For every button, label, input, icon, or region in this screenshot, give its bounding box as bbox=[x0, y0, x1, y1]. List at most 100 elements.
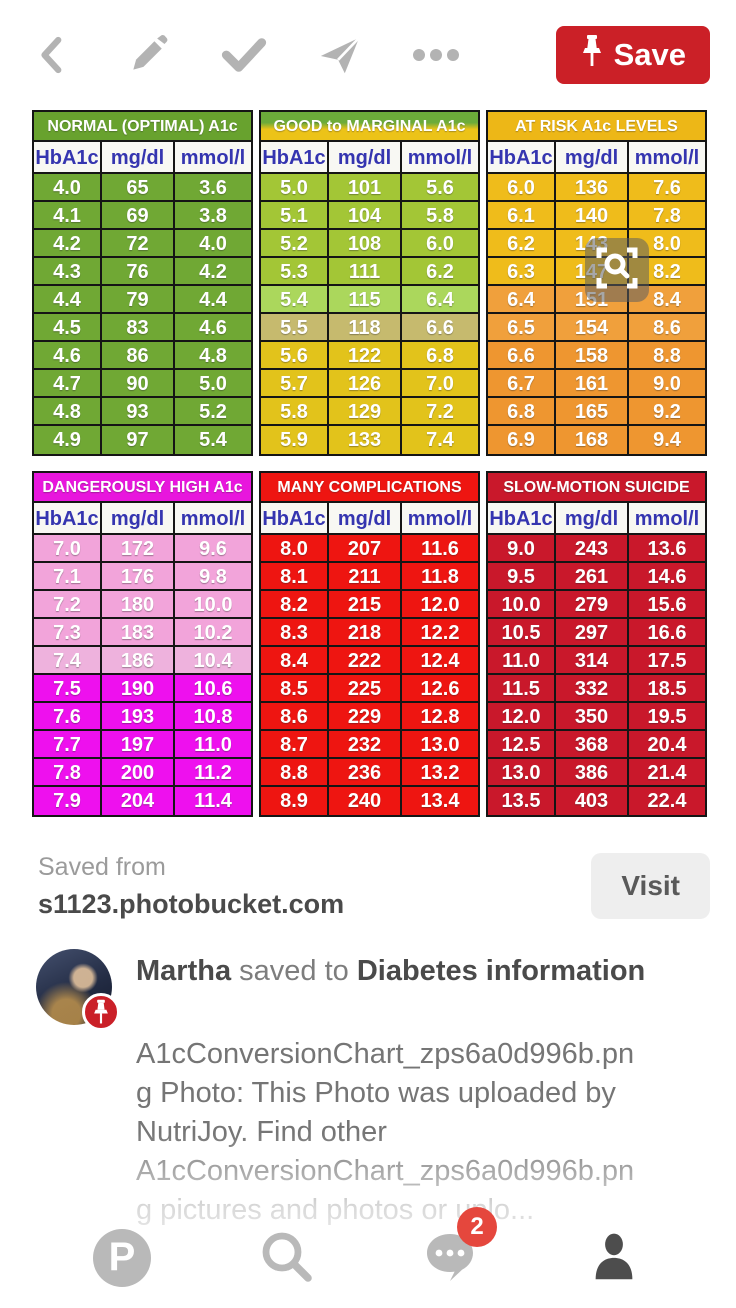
table-cell: 12.6 bbox=[400, 675, 478, 703]
table-cell: 13.2 bbox=[400, 759, 478, 787]
table-row: 12.5 368 20.4 bbox=[488, 731, 705, 759]
table-cell: 4.2 bbox=[173, 258, 251, 286]
table-cell: 140 bbox=[554, 202, 627, 230]
table-cell: 69 bbox=[100, 202, 173, 230]
table-header-cell: mg/dl bbox=[100, 142, 173, 174]
user-avatar[interactable] bbox=[36, 949, 120, 1031]
pin-image[interactable]: NORMAL (OPTIMAL) A1c HbA1c mg/dl mmol/l 4.0 6… bbox=[0, 100, 736, 829]
table-row: 7.6 193 10.8 bbox=[34, 703, 251, 731]
table-cell: 297 bbox=[554, 619, 627, 647]
pencil-icon bbox=[126, 33, 170, 77]
table-cell: 7.2 bbox=[34, 591, 100, 619]
top-bar: Save bbox=[0, 0, 736, 100]
table-cell: 7.4 bbox=[34, 647, 100, 675]
description-line: A1cConversionChart_zps6a0d996b.pn bbox=[136, 1038, 635, 1070]
nav-profile-button[interactable] bbox=[579, 1223, 649, 1293]
table-row: 7.3 183 10.2 bbox=[34, 619, 251, 647]
table-header-row: HbA1c mg/dl mmol/l bbox=[488, 142, 705, 174]
table-cell: 16.6 bbox=[627, 619, 705, 647]
table-cell: 11.5 bbox=[488, 675, 554, 703]
table-header-cell: HbA1c bbox=[261, 142, 327, 174]
table-header-cell: mg/dl bbox=[100, 503, 173, 535]
table-cell: 6.6 bbox=[400, 314, 478, 342]
share-button[interactable] bbox=[318, 33, 362, 77]
attribution-user[interactable]: Martha bbox=[136, 955, 232, 987]
table-cell: 15.6 bbox=[627, 591, 705, 619]
table-cell: 403 bbox=[554, 787, 627, 815]
table-row: 4.1 69 3.8 bbox=[34, 202, 251, 230]
table-cell: 172 bbox=[100, 535, 173, 563]
table-cell: 6.4 bbox=[400, 286, 478, 314]
table-cell: 193 bbox=[100, 703, 173, 731]
table-row: 7.0 172 9.6 bbox=[34, 535, 251, 563]
select-button[interactable] bbox=[221, 33, 267, 77]
table-cell: 65 bbox=[100, 174, 173, 202]
table-cell: 5.5 bbox=[261, 314, 327, 342]
description-line: NutriJoy. Find other bbox=[136, 1116, 387, 1148]
attribution-row: Martha saved to Diabetes information bbox=[0, 933, 736, 1031]
table-cell: 5.4 bbox=[261, 286, 327, 314]
a1c-table: DANGEROUSLY HIGH A1c HbA1c mg/dl mmol/l 7.0 1… bbox=[32, 471, 253, 817]
table-header-cell: HbA1c bbox=[261, 503, 327, 535]
table-header-cell: mg/dl bbox=[554, 142, 627, 174]
table-cell: 5.1 bbox=[261, 202, 327, 230]
table-row: 6.8 165 9.2 bbox=[488, 398, 705, 426]
table-cell: 154 bbox=[554, 314, 627, 342]
table-header-cell: mmol/l bbox=[173, 142, 251, 174]
checkmark-icon bbox=[221, 35, 267, 75]
table-cell: 8.8 bbox=[261, 759, 327, 787]
table-header-cell: mmol/l bbox=[173, 503, 251, 535]
source-text: Saved from s1123.photobucket.com bbox=[38, 849, 344, 923]
table-cell: 240 bbox=[327, 787, 400, 815]
table-row: 7.1 176 9.8 bbox=[34, 563, 251, 591]
back-button[interactable] bbox=[30, 33, 74, 77]
table-cell: 5.6 bbox=[400, 174, 478, 202]
visit-button[interactable]: Visit bbox=[591, 853, 710, 919]
table-cell: 12.4 bbox=[400, 647, 478, 675]
a1c-table: MANY COMPLICATIONS HbA1c mg/dl mmol/l 8.0 207… bbox=[259, 471, 480, 817]
more-button[interactable] bbox=[413, 33, 459, 77]
table-cell: 6.9 bbox=[507, 429, 535, 451]
edit-button[interactable] bbox=[126, 33, 170, 77]
table-row: 8.5 225 12.6 bbox=[261, 675, 478, 703]
table-cell: 8.2 bbox=[261, 591, 327, 619]
table-cell: 18.5 bbox=[627, 675, 705, 703]
table-row: 4.8 93 5.2 bbox=[34, 398, 251, 426]
visual-search-button[interactable] bbox=[585, 238, 649, 302]
description-line: A1cConversionChart_zps6a0d996b.pn bbox=[136, 1155, 635, 1187]
table-cell: 9.0 bbox=[627, 370, 705, 398]
table-row: 4.4 79 4.4 bbox=[34, 286, 251, 314]
table-cell: 6.0 bbox=[400, 230, 478, 258]
table-cell: 12.2 bbox=[400, 619, 478, 647]
table-cell: 6.1 bbox=[488, 202, 554, 230]
table-row: 8.7 232 13.0 bbox=[261, 731, 478, 759]
table-cell: 180 bbox=[100, 591, 173, 619]
table-cell: 7.0 bbox=[34, 535, 100, 563]
chevron-left-icon bbox=[37, 35, 67, 75]
save-button[interactable]: Save bbox=[555, 26, 710, 84]
nav-home-button[interactable]: P bbox=[87, 1223, 157, 1293]
table-cell: 19.5 bbox=[627, 703, 705, 731]
table-cell: 13.4 bbox=[400, 787, 478, 815]
table-cell: 7.1 bbox=[34, 563, 100, 591]
table-cell: 243 bbox=[554, 535, 627, 563]
table-cell: 4.0 bbox=[173, 230, 251, 258]
table-header-cell: mmol/l bbox=[627, 503, 705, 535]
attribution-board[interactable]: Diabetes information bbox=[356, 955, 646, 987]
nav-notifications-button[interactable]: 2 bbox=[415, 1207, 497, 1293]
nav-search-button[interactable] bbox=[251, 1223, 321, 1293]
table-cell: 10.6 bbox=[173, 675, 251, 703]
table-cell: 8.0 bbox=[261, 535, 327, 563]
table-cell: 197 bbox=[100, 731, 173, 759]
table-cell: 158 bbox=[554, 342, 627, 370]
table-cell: 8.8 bbox=[627, 342, 705, 370]
table-cell: 332 bbox=[554, 675, 627, 703]
table-cell: 5.2 bbox=[173, 398, 251, 426]
pushpin-icon bbox=[580, 34, 604, 76]
table-cell: 165 bbox=[554, 398, 627, 426]
table-cell: 126 bbox=[327, 370, 400, 398]
table-cell: 104 bbox=[327, 202, 400, 230]
table-title: AT RISK A1c LEVELS bbox=[488, 112, 705, 142]
table-row: 8.6 229 12.8 bbox=[261, 703, 478, 731]
table-cell: 12.0 bbox=[400, 591, 478, 619]
